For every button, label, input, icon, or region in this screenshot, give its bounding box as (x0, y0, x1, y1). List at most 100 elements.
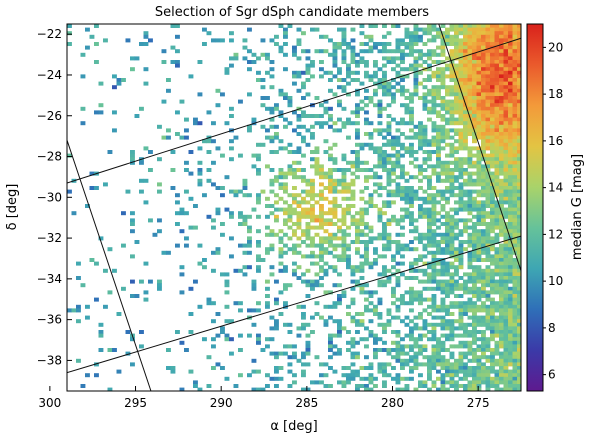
density-pixel (188, 286, 194, 291)
density-pixel (413, 337, 419, 342)
density-pixel (359, 49, 365, 54)
density-pixel (112, 110, 117, 115)
density-pixel (472, 99, 477, 104)
density-pixel (499, 164, 504, 169)
density-pixel (449, 276, 455, 280)
density-pixel (404, 146, 410, 151)
density-pixel (287, 99, 293, 104)
density-pixel (256, 387, 261, 391)
density-pixel (391, 164, 396, 169)
density-pixel (449, 27, 455, 32)
density-pixel (287, 283, 293, 288)
density-pixel (274, 297, 279, 302)
density-pixel (427, 236, 432, 241)
density-pixel (503, 294, 509, 298)
density-pixel (211, 344, 216, 349)
density-pixel (476, 124, 482, 129)
density-pixel (305, 351, 311, 356)
density-pixel (508, 31, 513, 36)
density-pixel (409, 150, 414, 154)
density-pixel (373, 24, 378, 28)
density-pixel (409, 369, 414, 374)
density-pixel (377, 42, 383, 46)
density-pixel (454, 222, 459, 226)
density-pixel (98, 236, 104, 241)
density-pixel (445, 304, 450, 309)
density-pixel (436, 358, 441, 363)
density-pixel (287, 142, 293, 147)
density-pixel (485, 326, 491, 331)
density-pixel (413, 355, 419, 360)
density-pixel (409, 222, 414, 226)
density-pixel (233, 268, 239, 273)
density-pixel (427, 240, 432, 244)
density-pixel (431, 128, 437, 133)
density-pixel (287, 362, 293, 367)
density-pixel (418, 34, 423, 39)
density-pixel (467, 96, 473, 100)
density-pixel (467, 322, 473, 327)
density-pixel (242, 182, 248, 187)
density-pixel (512, 348, 518, 352)
density-pixel (503, 250, 509, 255)
density-pixel (472, 312, 477, 316)
density-pixel (440, 103, 446, 108)
density-pixel (485, 103, 491, 108)
density-pixel (170, 366, 176, 370)
density-pixel (476, 164, 482, 169)
density-pixel (409, 261, 414, 266)
density-pixel (463, 139, 468, 144)
density-pixel (121, 243, 126, 248)
density-pixel (94, 373, 99, 378)
density-pixel (449, 232, 455, 237)
density-pixel (260, 124, 266, 129)
density-pixel (350, 178, 356, 183)
density-pixel (278, 168, 284, 172)
density-pixel (301, 322, 306, 327)
density-pixel (328, 250, 333, 255)
density-pixel (287, 218, 293, 223)
density-pixel (404, 186, 410, 190)
density-pixel (494, 387, 500, 391)
density-pixel (490, 376, 495, 381)
density-pixel (454, 236, 459, 241)
density-pixel (206, 297, 212, 302)
density-pixel (206, 168, 212, 172)
density-pixel (517, 103, 521, 108)
density-pixel (373, 355, 378, 360)
density-pixel (490, 175, 495, 180)
density-pixel (404, 171, 410, 176)
density-pixel (427, 376, 432, 381)
density-pixel (499, 232, 504, 237)
density-pixel (485, 31, 491, 36)
density-pixel (517, 240, 521, 244)
density-pixel (404, 45, 410, 50)
density-pixel (449, 168, 455, 172)
density-pixel (418, 81, 423, 86)
density-pixel (481, 351, 486, 356)
density-pixel (508, 114, 513, 118)
density-pixel (404, 362, 410, 367)
density-pixel (368, 168, 374, 172)
density-pixel (490, 186, 495, 190)
density-pixel (341, 171, 347, 176)
density-pixel (476, 52, 482, 57)
density-pixel (197, 261, 203, 266)
density-pixel (449, 369, 455, 374)
density-pixel (413, 297, 419, 302)
density-pixel (215, 362, 221, 367)
density-pixel (454, 250, 459, 255)
density-pixel (395, 186, 401, 190)
density-pixel (422, 308, 428, 313)
density-pixel (436, 60, 441, 64)
density-pixel (400, 196, 405, 201)
density-pixel (427, 175, 432, 180)
density-pixel (359, 376, 365, 381)
density-pixel (260, 103, 266, 108)
density-pixel (467, 348, 473, 352)
density-pixel (332, 196, 338, 201)
density-pixel (427, 24, 432, 28)
density-pixel (314, 160, 320, 165)
density-pixel (485, 211, 491, 216)
